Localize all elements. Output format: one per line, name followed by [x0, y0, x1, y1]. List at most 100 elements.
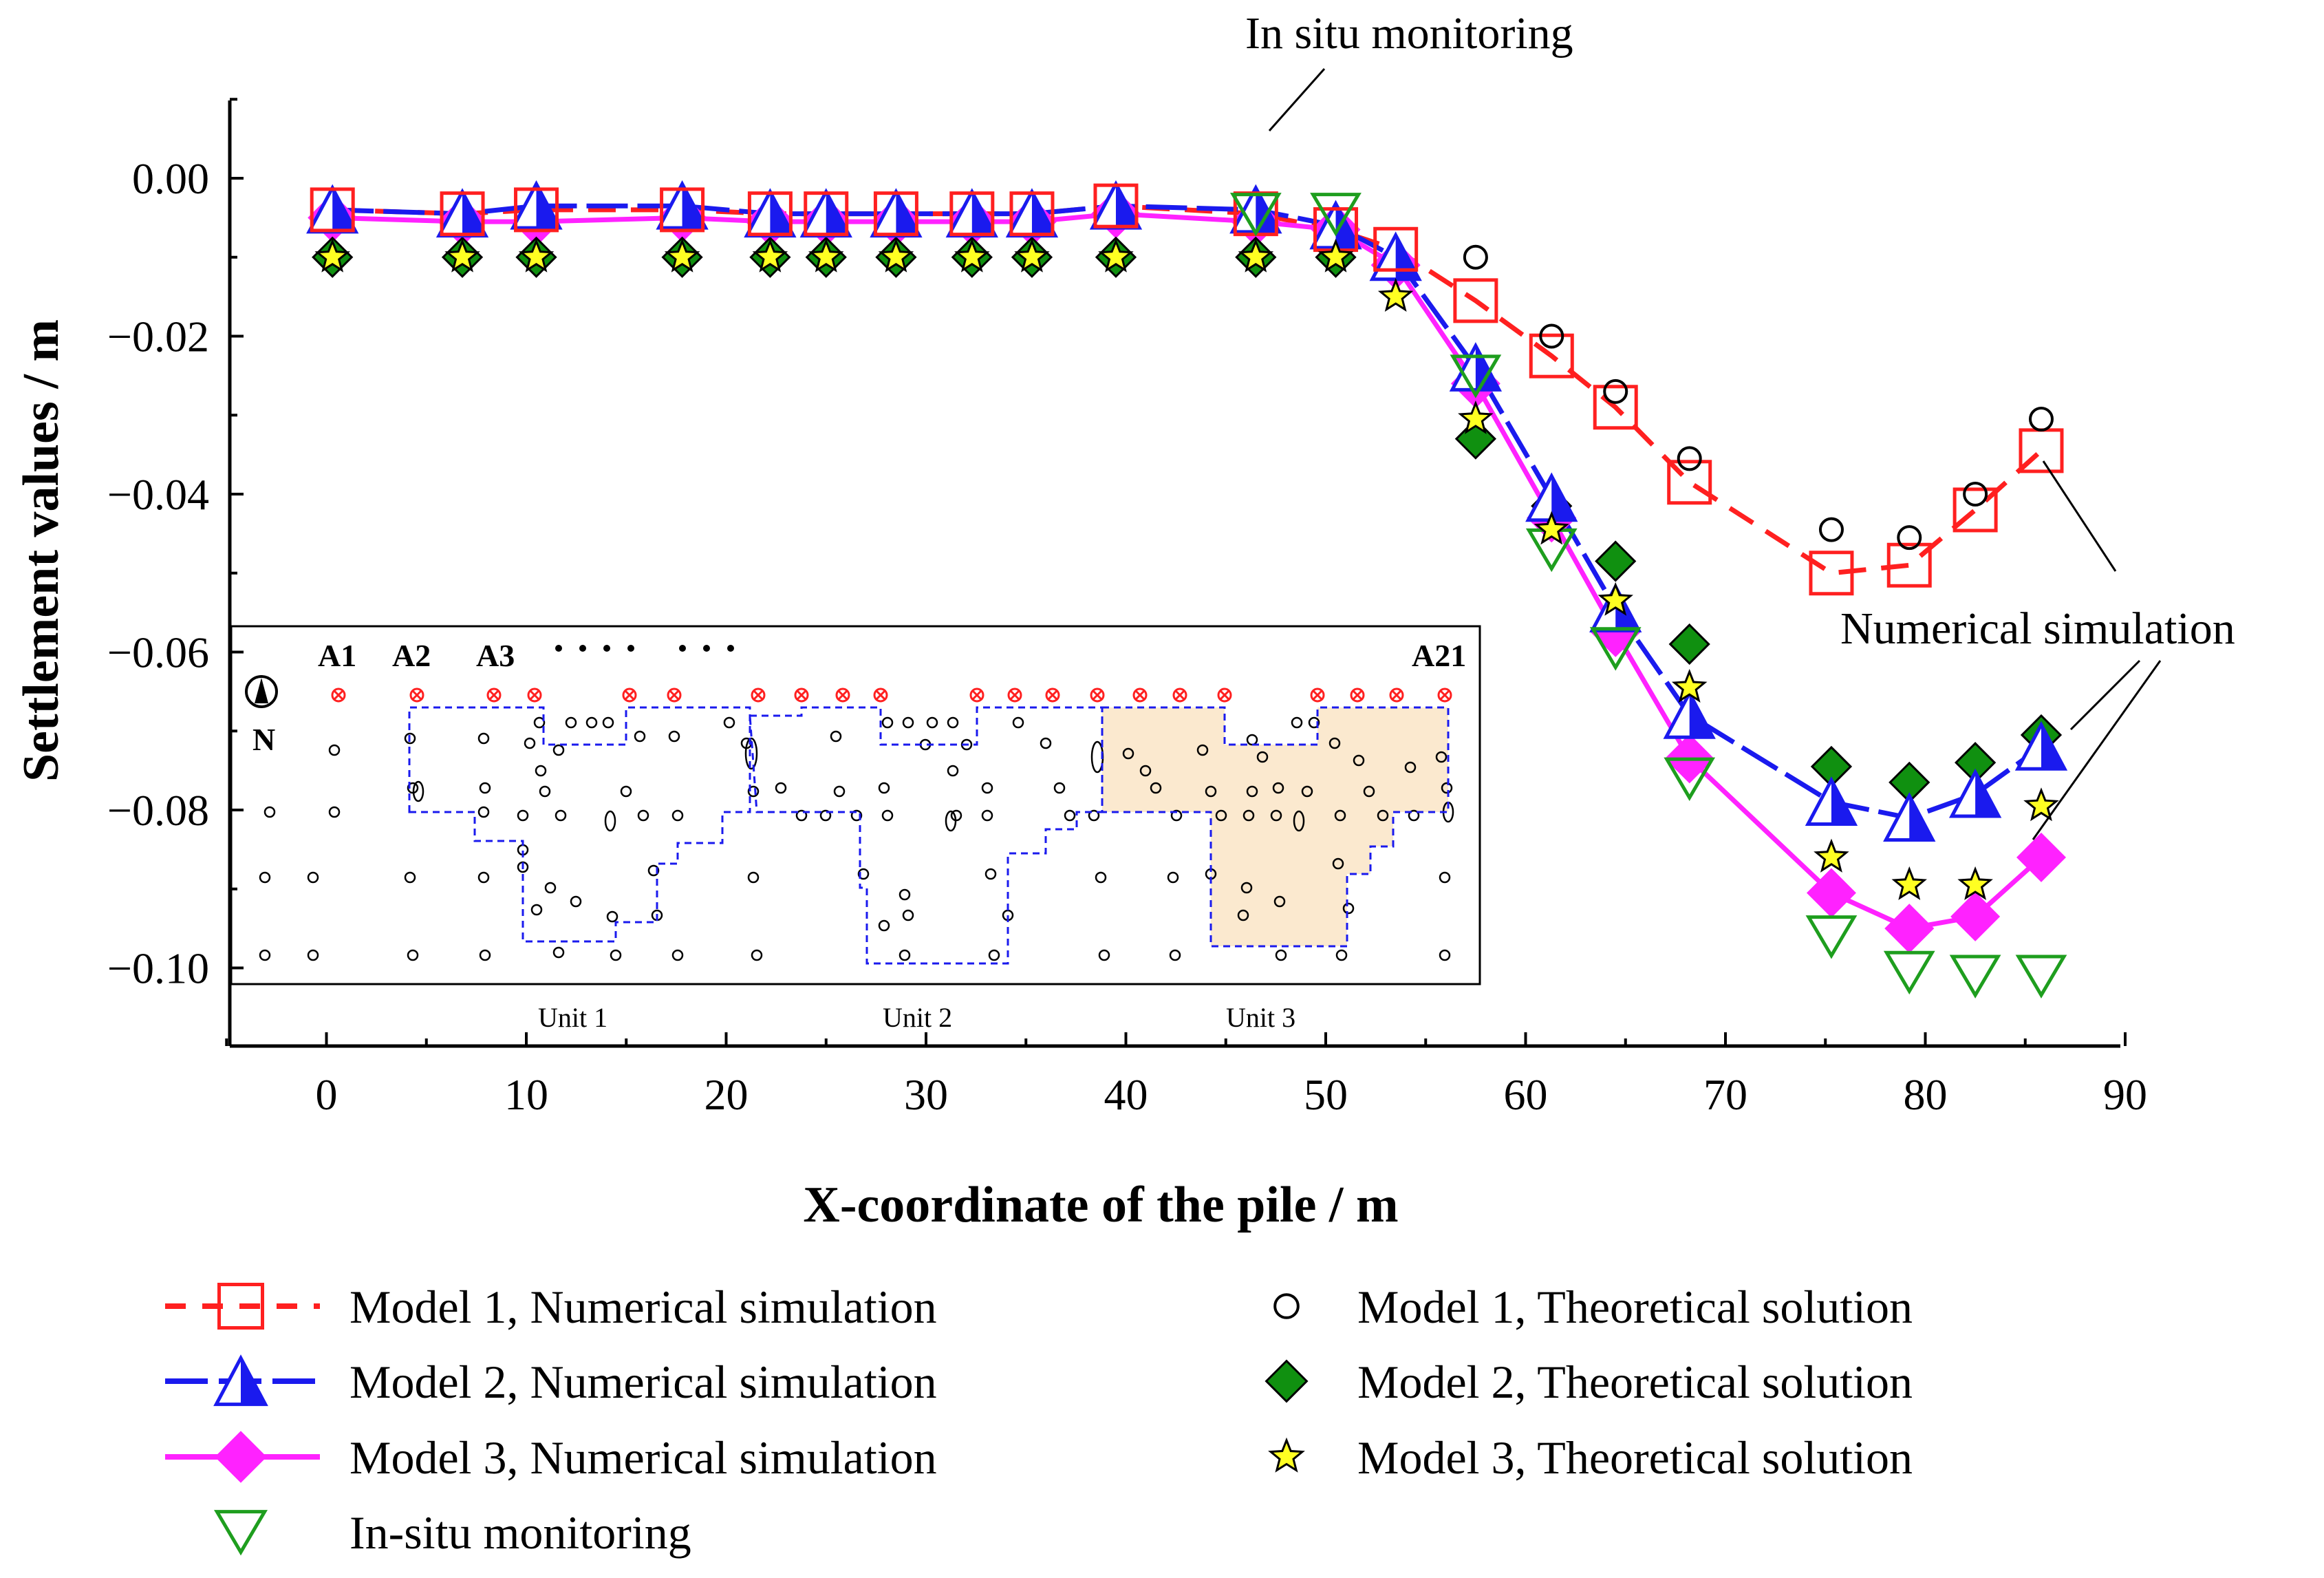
inset-pile-marker — [1045, 687, 1060, 703]
inset-label-a1: A1 — [318, 638, 356, 673]
inset-pile-dot — [307, 871, 319, 884]
data-point — [1595, 540, 1637, 582]
inset-pile-dot — [1408, 809, 1420, 822]
data-point — [1005, 188, 1059, 238]
inset-pile-marker — [1437, 687, 1452, 703]
data-point — [949, 191, 995, 237]
inset-pile-dot — [878, 919, 890, 932]
data-point — [656, 180, 709, 230]
inset-pile-dot — [1439, 949, 1451, 961]
y-tick-label: −0.06 — [107, 628, 209, 677]
data-point — [1897, 525, 1922, 551]
inset-pile-dot — [404, 732, 416, 745]
inset-label-a2: A2 — [392, 638, 431, 673]
inset-pile-dot — [517, 809, 529, 822]
inset-pile-dot — [947, 765, 959, 777]
inset-pile-marker — [1350, 687, 1365, 703]
legend-marker — [1265, 1359, 1309, 1403]
legend-label: In-situ monitoring — [349, 1506, 691, 1559]
inset-pile-dot — [747, 871, 760, 884]
data-point — [1453, 278, 1498, 323]
inset-pile-dot — [833, 785, 846, 798]
inset-pile-dot — [259, 871, 271, 884]
inset-pile-marker — [873, 687, 888, 703]
inset-pile-dot — [1301, 785, 1313, 798]
inset-pile-dot — [1196, 744, 1209, 756]
inset-pile-marker — [331, 687, 346, 703]
inset-pile-marker — [1310, 687, 1325, 703]
inset-pile-dot — [1167, 871, 1179, 884]
legend: Model 1, Numerical simulation Model 2, Nu… — [165, 1281, 1913, 1559]
inset-pile-dot — [902, 716, 914, 729]
y-tick-label: 0.00 — [132, 154, 209, 203]
x-tick-label: 40 — [1104, 1070, 1148, 1119]
inset-pile-dot — [775, 782, 787, 794]
legend-label: Model 1, Numerical simulation — [349, 1281, 937, 1333]
inset-pile-dot — [1293, 810, 1305, 832]
data-point — [747, 191, 793, 237]
data-point — [1664, 757, 1716, 802]
data-point — [954, 238, 990, 273]
data-point — [1949, 955, 2001, 999]
legend-marker — [215, 1431, 267, 1483]
data-point — [1373, 226, 1419, 272]
data-point — [2028, 406, 2054, 431]
data-point — [1317, 238, 1354, 273]
inset-pile-dot — [1122, 747, 1134, 760]
inset-pile-dots — [259, 716, 1454, 961]
data-point — [808, 238, 844, 273]
inset-pile-dot — [985, 868, 997, 880]
legend-label: Model 1, Theoretical solution — [1357, 1281, 1913, 1333]
inset-pile-dot — [1404, 761, 1417, 774]
inset-pile-dot — [1215, 809, 1227, 822]
inset-pile-marker — [1172, 687, 1187, 703]
data-point — [2016, 832, 2066, 882]
x-tick-label: 70 — [1703, 1070, 1747, 1119]
inset-pile-dot — [259, 949, 271, 961]
inset-pile-dot — [570, 895, 582, 908]
inset-pile-dot — [1275, 949, 1287, 961]
inset-pile-dot — [878, 782, 890, 794]
inset-pile-dot — [555, 809, 567, 822]
data-point — [1957, 866, 1993, 900]
inset-pile-dot — [945, 810, 957, 832]
x-tick-label: 20 — [704, 1070, 749, 1119]
inset-pile-marker — [486, 687, 502, 703]
inset-pile-dot — [404, 871, 416, 884]
inset-pile-dot — [552, 946, 565, 959]
inset-pile-marker — [751, 687, 766, 703]
data-point — [1891, 866, 1927, 900]
inset-pile-dot — [1256, 751, 1269, 763]
inset-pile-dot — [830, 730, 842, 743]
legend-label: Model 2, Theoretical solution — [1357, 1356, 1913, 1408]
data-point — [1671, 669, 1708, 703]
inset-pile-dot — [1441, 782, 1453, 794]
inset-pile-dot — [1435, 751, 1448, 763]
inset-pile-dot — [1335, 949, 1348, 961]
data-point — [1809, 551, 1854, 596]
x-tick-label: 50 — [1304, 1070, 1348, 1119]
data-point — [2014, 721, 2068, 771]
inset-pile-dot — [1332, 857, 1344, 870]
data-point — [1677, 446, 1702, 471]
inset-pile-dot — [602, 716, 614, 729]
data-point — [873, 191, 918, 237]
data-point — [1963, 482, 1988, 507]
data-point — [664, 238, 700, 273]
legend-marker — [1273, 1293, 1300, 1319]
inset-pile-dot — [671, 809, 684, 822]
inset-pile-dot — [604, 810, 616, 832]
inset-pile-marker — [1389, 687, 1404, 703]
inset-pile-dot — [1363, 785, 1375, 798]
data-point — [518, 238, 555, 273]
inset-pile-marker — [409, 687, 424, 703]
series-markers — [306, 180, 2068, 999]
data-point — [1014, 238, 1050, 273]
inset-pile-dot — [1439, 871, 1451, 884]
inset-pile-dot — [479, 782, 491, 794]
inset-unit-boundaries — [408, 706, 1450, 965]
data-point — [1603, 378, 1628, 404]
data-point — [1463, 244, 1488, 270]
inset-pile-dot — [585, 716, 598, 729]
